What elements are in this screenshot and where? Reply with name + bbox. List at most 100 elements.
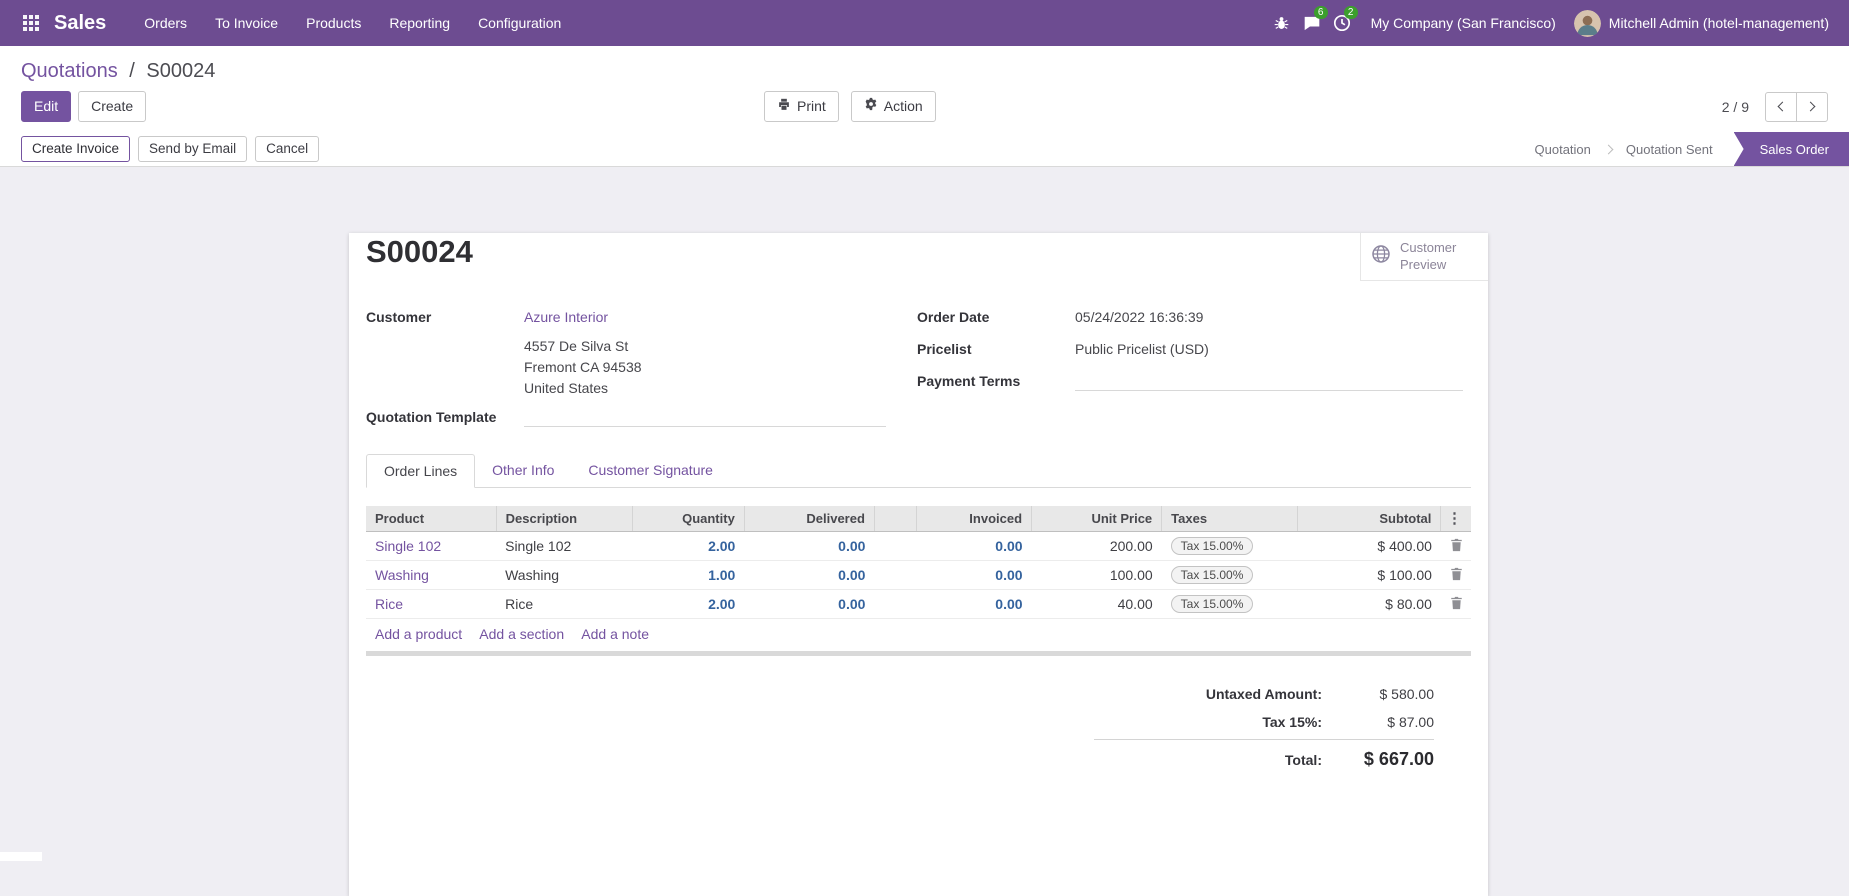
- cell-subtotal: $ 80.00: [1297, 589, 1441, 619]
- order-line-row[interactable]: Rice Rice 2.00 0.00 0.00 40.00 Tax 15.00…: [366, 589, 1471, 619]
- cell-invoiced: 0.00: [916, 560, 1032, 590]
- cell-invoiced: 0.00: [916, 589, 1032, 619]
- column-quantity: Quantity: [631, 506, 745, 532]
- product-link[interactable]: Rice: [375, 596, 404, 612]
- activities-icon[interactable]: 2: [1327, 0, 1358, 46]
- nav-item-configuration[interactable]: Configuration: [478, 15, 562, 31]
- cell-unit-price: 40.00: [1031, 589, 1162, 619]
- status-separator-icon: [1603, 144, 1614, 154]
- bug-icon[interactable]: [1267, 0, 1297, 46]
- cell-quantity: 2.00: [632, 589, 745, 619]
- quotation-template-label: Quotation Template: [366, 409, 497, 425]
- notebook-tabs: Order Lines Other Info Customer Signatur…: [366, 454, 1471, 488]
- form-view-content: Customer Preview S00024 Customer Azure I…: [0, 167, 1849, 896]
- print-label: Print: [797, 98, 826, 114]
- breadcrumb: Quotations / S00024: [21, 58, 1828, 84]
- print-action-group: Print Action: [764, 91, 936, 122]
- customer-label: Customer: [366, 309, 432, 325]
- column-delivered: Delivered: [743, 506, 875, 532]
- send-by-email-button[interactable]: Send by Email: [138, 136, 248, 162]
- status-row: Create Invoice Send by Email Cancel Quot…: [0, 132, 1849, 167]
- cell-description: Rice: [496, 589, 633, 619]
- add-a-product-link[interactable]: Add a product: [375, 626, 463, 642]
- field-groups: Customer Azure Interior 4557 De Silva St…: [366, 309, 1471, 438]
- create-invoice-button[interactable]: Create Invoice: [21, 136, 131, 162]
- order-lines-table: Product Description Quantity Delivered I…: [366, 506, 1471, 649]
- tax-tag: Tax 15.00%: [1170, 566, 1254, 584]
- product-link[interactable]: Single 102: [375, 538, 442, 554]
- cell-description: Washing: [496, 560, 633, 590]
- add-a-note-link[interactable]: Add a note: [581, 626, 649, 642]
- status-step-sales-order[interactable]: Sales Order: [1733, 132, 1849, 166]
- pager-value[interactable]: 2 / 9: [1721, 98, 1749, 115]
- column-options: ⋮: [1440, 506, 1471, 532]
- breadcrumb-current: S00024: [146, 60, 216, 82]
- main-menu: Orders To Invoice Products Reporting Con…: [130, 0, 575, 46]
- messages-icon[interactable]: 6: [1297, 0, 1328, 46]
- cancel-button[interactable]: Cancel: [255, 136, 320, 162]
- gear-icon: [864, 97, 878, 116]
- cell-spacer: [874, 532, 916, 561]
- pricelist-value: Public Pricelist (USD): [1075, 341, 1209, 357]
- pager-next-button[interactable]: [1796, 91, 1828, 122]
- nav-item-reporting[interactable]: Reporting: [389, 15, 451, 31]
- systray: 6 2 My Company (San Francisco) Mitchell …: [1267, 0, 1833, 46]
- status-step-quotation-sent[interactable]: Quotation Sent: [1625, 141, 1713, 157]
- cell-delivered: 0.00: [744, 589, 875, 619]
- cell-subtotal: $ 400.00: [1377, 538, 1432, 554]
- user-menu[interactable]: Mitchell Admin (hotel-management): [1570, 9, 1833, 37]
- order-line-row[interactable]: Washing Washing 1.00 0.00 0.00 100.00 Ta…: [366, 560, 1471, 590]
- status-step-quotation[interactable]: Quotation: [1534, 141, 1591, 157]
- create-button[interactable]: Create: [78, 91, 147, 122]
- nav-item-orders[interactable]: Orders: [144, 15, 188, 31]
- delete-line-button[interactable]: [1450, 567, 1463, 581]
- apps-grid-icon: [23, 15, 39, 31]
- order-date-value: 05/24/2022 16:36:39: [1075, 309, 1204, 325]
- customer-link[interactable]: Azure Interior: [524, 309, 609, 325]
- tab-order-lines[interactable]: Order Lines: [366, 454, 476, 488]
- table-horizontal-scrollbar[interactable]: [366, 651, 1471, 656]
- table-header-row: Product Description Quantity Delivered I…: [366, 506, 1471, 532]
- chevron-right-icon: [1805, 101, 1816, 112]
- tab-customer-signature[interactable]: Customer Signature: [588, 462, 713, 478]
- nav-item-to-invoice[interactable]: To Invoice: [215, 15, 279, 31]
- horizontal-scrollbar-corner[interactable]: [0, 852, 42, 861]
- customer-address-line1: 4557 De Silva St: [524, 338, 629, 354]
- cell-spacer: [874, 589, 917, 619]
- column-taxes: Taxes: [1161, 506, 1298, 532]
- nav-item-products[interactable]: Products: [306, 15, 362, 31]
- action-button[interactable]: Action: [850, 91, 936, 122]
- customer-preview-button[interactable]: Customer Preview: [1360, 233, 1488, 281]
- delete-line-button[interactable]: [1450, 538, 1463, 552]
- right-field-group: Order Date 05/24/2022 16:36:39 Pricelist…: [917, 309, 1468, 438]
- delete-line-button[interactable]: [1450, 596, 1463, 610]
- pager-buttons: [1765, 91, 1828, 122]
- company-switcher[interactable]: My Company (San Francisco): [1370, 15, 1556, 31]
- globe-icon: [1371, 244, 1391, 268]
- breadcrumb-separator: /: [129, 60, 135, 82]
- optional-columns-icon[interactable]: ⋮: [1447, 510, 1462, 527]
- untaxed-amount-value: $ 580.00: [1379, 686, 1435, 702]
- customer-preview-label: Customer Preview: [1400, 240, 1457, 272]
- product-link[interactable]: Washing: [375, 567, 429, 583]
- print-button[interactable]: Print: [764, 91, 839, 122]
- edit-button[interactable]: Edit: [21, 91, 72, 122]
- cell-quantity: 2.00: [708, 538, 736, 554]
- avatar: [1573, 9, 1601, 37]
- chevron-left-icon: [1777, 101, 1788, 112]
- app-name[interactable]: Sales: [54, 11, 107, 34]
- messages-badge: 6: [1313, 6, 1328, 19]
- customer-address-line2: Fremont CA 94538: [524, 359, 642, 375]
- breadcrumb-quotations-link[interactable]: Quotations: [21, 60, 118, 82]
- add-a-section-link[interactable]: Add a section: [479, 626, 565, 642]
- pager-previous-button[interactable]: [1765, 91, 1797, 122]
- column-description: Description: [495, 506, 633, 532]
- untaxed-amount-label: Untaxed Amount:: [1205, 686, 1322, 702]
- cell-quantity: 1.00: [632, 560, 745, 590]
- order-line-row[interactable]: Single 102 Single 102 2.00 0.00 0.00 200…: [366, 532, 1471, 561]
- cell-spacer: [874, 560, 917, 590]
- apps-menu-button[interactable]: [16, 0, 46, 46]
- tab-other-info[interactable]: Other Info: [492, 462, 555, 478]
- column-subtotal: Subtotal: [1297, 506, 1441, 532]
- column-unit-price: Unit Price: [1031, 506, 1162, 532]
